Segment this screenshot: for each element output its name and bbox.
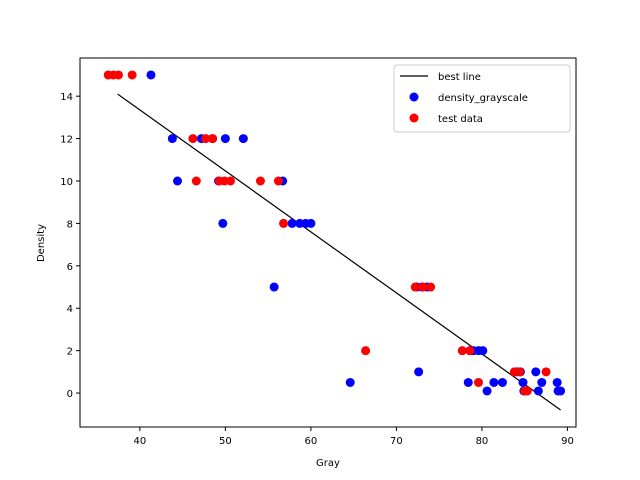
test-data-point — [226, 176, 236, 186]
density-grayscale-point — [218, 218, 228, 228]
density-grayscale-point — [306, 218, 316, 228]
test-data-point — [522, 386, 532, 396]
density-grayscale-point — [287, 218, 297, 228]
test-data-point — [191, 176, 201, 186]
test-data-point — [127, 70, 137, 80]
y-tick-label: 0 — [67, 389, 73, 400]
test-data-point — [515, 367, 525, 377]
density-grayscale-point — [531, 367, 541, 377]
density-grayscale-point — [269, 282, 279, 292]
y-tick-label: 6 — [67, 262, 73, 273]
density-grayscale-point — [497, 377, 507, 387]
density-grayscale-point — [518, 377, 528, 387]
legend-label-density-grayscale: density_grayscale — [438, 93, 528, 104]
test-data-point — [541, 367, 551, 377]
legend-label-test-data: test data — [438, 114, 483, 125]
legend-label-best-line: best line — [438, 72, 481, 83]
test-data-point — [410, 282, 420, 292]
test-data-point — [426, 282, 436, 292]
x-tick-label: 90 — [561, 436, 574, 447]
y-tick-label: 10 — [60, 177, 73, 188]
x-axis: 40 50 60 70 80 90 — [133, 427, 574, 447]
test-data-point — [113, 70, 123, 80]
density-grayscale-point — [172, 176, 182, 186]
density-grayscale-point — [167, 134, 177, 144]
x-tick-label: 80 — [476, 436, 489, 447]
density-grayscale-point — [556, 386, 566, 396]
density-grayscale-point — [414, 367, 424, 377]
axes-frame — [79, 57, 577, 428]
y-tick-label: 4 — [67, 304, 73, 315]
y-tick-label: 8 — [67, 219, 73, 230]
legend-marker-test-data — [409, 113, 419, 123]
legend-box — [393, 64, 571, 133]
density-grayscale-point — [345, 377, 355, 387]
density-grayscale-point — [463, 377, 473, 387]
density-grayscale-point — [489, 377, 499, 387]
test-data-point — [457, 346, 467, 356]
y-tick-label: 12 — [60, 135, 73, 146]
x-tick-label: 50 — [219, 436, 232, 447]
density-grayscale-point — [533, 386, 543, 396]
x-tick-label: 40 — [133, 436, 146, 447]
best-fit-line — [117, 93, 561, 411]
test-data-point — [201, 134, 211, 144]
x-tick-label: 70 — [390, 436, 403, 447]
density-grayscale-point — [482, 386, 492, 396]
x-axis-label: Gray — [316, 458, 340, 469]
y-axis-label: Density — [36, 224, 47, 262]
y-tick-label: 14 — [60, 92, 73, 103]
legend: best line density_grayscale test data — [393, 64, 571, 133]
plot-area — [103, 70, 566, 411]
density-grayscale-point — [238, 134, 248, 144]
test-data-point — [361, 346, 371, 356]
density-grayscale-point — [220, 134, 230, 144]
test-data-point — [188, 134, 198, 144]
test-data-point — [279, 218, 289, 228]
y-axis: 0 2 4 6 8 10 12 14 — [60, 92, 80, 400]
test-data-point — [474, 377, 484, 387]
density-grayscale-point — [537, 377, 547, 387]
test-data-point — [208, 134, 218, 144]
test-data-point — [465, 346, 475, 356]
test-data-point — [273, 176, 283, 186]
y-tick-label: 2 — [67, 347, 73, 358]
legend-marker-density-grayscale — [409, 92, 419, 102]
test-data-point — [418, 282, 428, 292]
density-grayscale-point — [478, 346, 488, 356]
density-grayscale-point — [146, 70, 156, 80]
density-grayscale-point — [552, 377, 562, 387]
test-data-point — [255, 176, 265, 186]
x-tick-label: 60 — [305, 436, 318, 447]
